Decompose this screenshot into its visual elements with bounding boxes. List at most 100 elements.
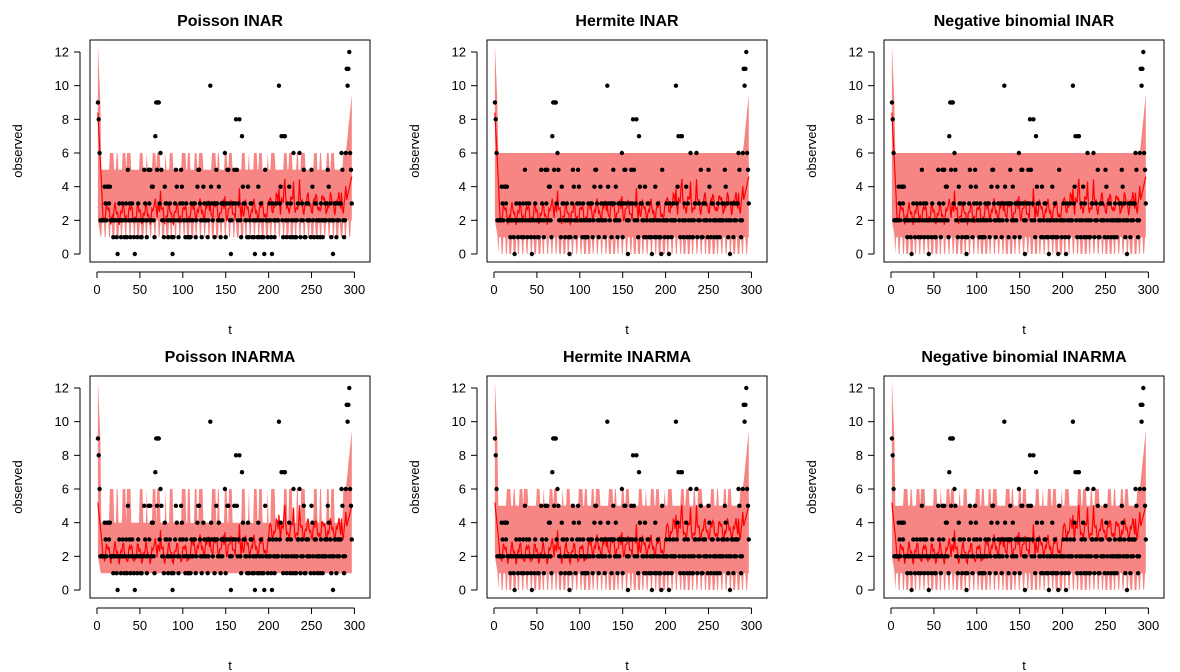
- data-point: [968, 520, 973, 525]
- data-point: [96, 117, 101, 122]
- data-point: [671, 537, 676, 542]
- data-point: [493, 453, 498, 458]
- data-point: [623, 167, 628, 172]
- data-point: [900, 537, 906, 542]
- data-point: [571, 184, 576, 189]
- data-point: [167, 537, 173, 542]
- data-point: [117, 201, 122, 206]
- data-point: [135, 235, 140, 240]
- data-point: [715, 537, 721, 542]
- data-point: [124, 537, 129, 542]
- data-point: [197, 201, 203, 206]
- data-point: [310, 520, 315, 525]
- data-point: [570, 503, 576, 508]
- plot-region: [492, 379, 751, 593]
- data-point: [1076, 134, 1082, 139]
- data-point: [1061, 537, 1066, 542]
- y-axis: 0 2 4 6 8 10 12: [452, 381, 478, 598]
- data-point: [623, 201, 629, 206]
- data-point: [525, 571, 530, 576]
- data-point: [247, 554, 252, 559]
- data-point: [533, 537, 538, 542]
- data-point: [245, 520, 251, 525]
- data-point: [1048, 218, 1053, 223]
- data-point: [708, 235, 714, 240]
- data-point: [226, 201, 232, 206]
- data-point: [294, 218, 300, 223]
- data-point: [118, 235, 124, 240]
- x-tick-label: 100: [569, 282, 591, 297]
- data-point: [328, 537, 333, 542]
- data-point: [594, 201, 600, 206]
- data-point: [642, 520, 648, 525]
- data-point: [613, 184, 618, 189]
- data-point: [602, 571, 607, 576]
- y-tick-label: 6: [856, 482, 863, 497]
- data-point: [675, 520, 680, 525]
- data-point: [736, 150, 741, 156]
- data-point: [1045, 235, 1051, 240]
- data-point: [1107, 537, 1113, 542]
- data-point: [527, 201, 532, 206]
- data-point: [694, 150, 699, 156]
- y-tick-label: 8: [62, 448, 69, 463]
- data-point: [951, 537, 956, 542]
- data-point: [945, 554, 950, 559]
- data-point: [307, 218, 312, 223]
- data-point: [201, 520, 206, 525]
- x-tick-label: 200: [258, 282, 280, 297]
- data-point: [666, 251, 672, 257]
- data-point: [325, 167, 330, 172]
- mean-line: [494, 502, 750, 566]
- data-point: [1039, 184, 1045, 189]
- data-point: [205, 571, 210, 576]
- data-point: [298, 235, 303, 240]
- data-point: [609, 571, 614, 576]
- data-point: [1102, 571, 1107, 576]
- data-point: [1062, 218, 1067, 223]
- data-point: [735, 537, 740, 542]
- data-point: [1052, 537, 1058, 542]
- data-point: [1063, 235, 1068, 240]
- data-point: [1118, 201, 1124, 206]
- data-point: [214, 503, 219, 508]
- data-point: [282, 470, 288, 475]
- data-point: [1137, 486, 1143, 492]
- data-point: [1023, 554, 1028, 559]
- data-point: [258, 537, 264, 542]
- x-tick-label: 200: [1052, 282, 1074, 297]
- data-point: [223, 235, 228, 240]
- data-point: [115, 251, 120, 257]
- data-point: [521, 201, 526, 206]
- data-point: [336, 218, 342, 223]
- data-point: [180, 537, 185, 542]
- data-point: [313, 537, 318, 542]
- chart-title: Poisson INAR: [177, 13, 283, 30]
- data-point: [1099, 537, 1105, 542]
- data-point: [168, 218, 173, 223]
- data-point: [1071, 537, 1077, 542]
- data-point: [646, 201, 651, 206]
- data-point: [956, 184, 961, 189]
- data-point: [139, 571, 144, 576]
- data-point: [1010, 184, 1015, 189]
- data-point: [925, 235, 931, 240]
- y-axis: 0 2 4 6 8 10 12: [849, 381, 875, 598]
- panel-3: 0 50 100 150 200 250 300 0 2 4 6 8 10 12 Negative bino…: [804, 13, 1165, 337]
- data-point: [139, 235, 144, 240]
- data-point: [685, 537, 691, 542]
- data-point: [1066, 571, 1071, 576]
- data-point: [613, 520, 618, 525]
- data-point: [339, 486, 344, 492]
- data-point: [697, 554, 703, 559]
- data-point: [176, 571, 181, 576]
- data-point: [199, 235, 204, 240]
- data-point: [236, 537, 241, 542]
- data-point: [299, 201, 305, 206]
- y-tick-label: 8: [459, 448, 466, 463]
- data-point: [218, 235, 223, 240]
- data-point: [246, 571, 252, 576]
- data-point: [620, 571, 625, 576]
- data-point: [659, 251, 664, 257]
- data-point: [157, 537, 162, 542]
